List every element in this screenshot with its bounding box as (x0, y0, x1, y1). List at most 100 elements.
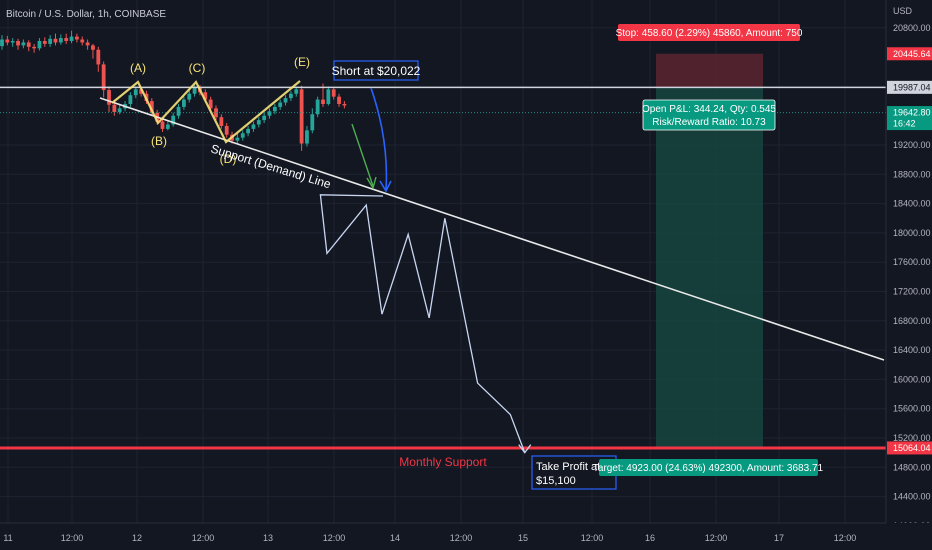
price-tick-label: 16000.00 (893, 374, 931, 384)
candle-body (283, 98, 288, 103)
time-tick-label: 14 (390, 533, 400, 543)
take-profit-line-2: $15,100 (536, 475, 576, 487)
candle-body (16, 40, 20, 46)
pnl-line-1: Open P&L: 344.24, Qty: 0.545 (642, 104, 776, 115)
candle-body (48, 38, 53, 44)
candle-body (165, 124, 170, 129)
stop-info-box (618, 24, 800, 41)
stop-loss-zone (656, 53, 763, 88)
price-tick-label: 18800.00 (893, 169, 931, 179)
short-entry-arrow (370, 87, 388, 191)
candle-body (337, 96, 341, 104)
price-marker-current (887, 106, 932, 131)
candle-body (112, 104, 117, 113)
price-tick-label: 14400.00 (893, 492, 931, 502)
wave-label: (C) (189, 61, 206, 75)
candle-body (80, 39, 85, 43)
wave-label: (D) (220, 152, 237, 166)
price-tick-label: 16800.00 (893, 316, 931, 326)
stop-info-label: Stop: 458.60 (2.29%) 45860, Amount: 750 (616, 28, 803, 39)
time-tick-label: 13 (263, 533, 273, 543)
candle-body (321, 99, 325, 104)
candle-body (256, 120, 261, 125)
price-tick-label: 18400.00 (893, 199, 931, 209)
candle-body (315, 99, 320, 115)
grid-lines (0, 0, 886, 527)
price-axis[interactable]: USD 20800.00 19200.00 18800.00 18400.00 18000… (885, 0, 932, 550)
chart-title: Bitcoin / U.S. Dollar, 1h, COINBASE (6, 9, 167, 20)
time-tick-label: 12:00 (450, 533, 473, 543)
price-tick-label: 17200.00 (893, 287, 931, 297)
price-tick-label: 17600.00 (893, 257, 931, 267)
candle-body (64, 38, 69, 41)
pnl-line-2: Risk/Reward Ratio: 10.73 (652, 117, 766, 128)
candle-body (251, 124, 256, 129)
candle-body (262, 115, 267, 121)
candle-body (224, 125, 229, 135)
time-tick-label: 12 (132, 533, 142, 543)
price-tick-label: 15200.00 (893, 433, 931, 443)
price-marker-entry (887, 80, 932, 94)
green-arrow (351, 123, 374, 187)
price-tick-label: 18000.00 (893, 228, 931, 238)
time-tick-label: 11 (3, 533, 12, 543)
currency-label: USD (893, 6, 913, 16)
candle-body (326, 89, 331, 104)
candle-body (182, 99, 186, 107)
take-profit-zone (656, 87, 763, 448)
candle-body (272, 106, 277, 112)
candle-body (75, 36, 79, 40)
candle-body (128, 95, 133, 104)
wave-label: (B) (151, 134, 167, 148)
short-arrow-head (379, 180, 392, 193)
candle-body (171, 115, 176, 125)
candlestick-series (0, 30, 347, 151)
candle-body (160, 121, 165, 129)
candle-body (310, 114, 315, 131)
candle-body (42, 40, 47, 44)
price-tick-label: 16400.00 (893, 345, 931, 355)
time-axis[interactable]: 11 12:00 12 12:00 13 12:00 14 12:00 15 12:00 16 12:… (0, 522, 932, 550)
price-tick-label: 15600.00 (893, 404, 931, 414)
candle-body (10, 40, 15, 43)
time-tick-label: 16 (645, 533, 655, 543)
green-arrow-head (366, 176, 377, 190)
pnl-box (642, 99, 776, 131)
candle-body (69, 36, 74, 41)
wave-label: (E) (294, 55, 310, 69)
projected-path-group (319, 87, 532, 454)
price-tick-label: 14800.00 (893, 462, 931, 472)
candle-body (342, 103, 347, 106)
candle-body (240, 133, 245, 138)
support-line-label: Support (Demand) Line (209, 141, 333, 191)
price-marker-label: 20445.64 (893, 49, 931, 59)
candle-body (21, 42, 26, 46)
price-marker-stop (887, 47, 932, 61)
candle-body (37, 40, 42, 49)
candle-body (267, 111, 272, 116)
candle-body (85, 42, 90, 46)
candle-body (278, 102, 283, 107)
projected-price-path (319, 194, 526, 453)
time-tick-label: 12:00 (323, 533, 346, 543)
candle-body (32, 46, 36, 49)
candle-body (192, 87, 197, 94)
candle-body (149, 101, 154, 113)
monthly-support-label: Monthly Support (399, 455, 487, 469)
candle-body (5, 39, 10, 43)
candle-body (235, 137, 240, 141)
candle-body (0, 39, 4, 47)
target-info-box (599, 459, 818, 476)
candle-body (133, 89, 138, 96)
candle-body (91, 45, 95, 50)
take-profit-line-1: Take Profit at (536, 461, 600, 473)
candle-body (187, 93, 192, 100)
projection-arrowhead (518, 444, 532, 454)
price-marker-label: 19642.80 (893, 108, 931, 118)
candle-body (117, 108, 122, 113)
short-entry-box (333, 60, 419, 81)
price-marker-target (887, 441, 932, 455)
time-tick-label: 12:00 (61, 533, 84, 543)
